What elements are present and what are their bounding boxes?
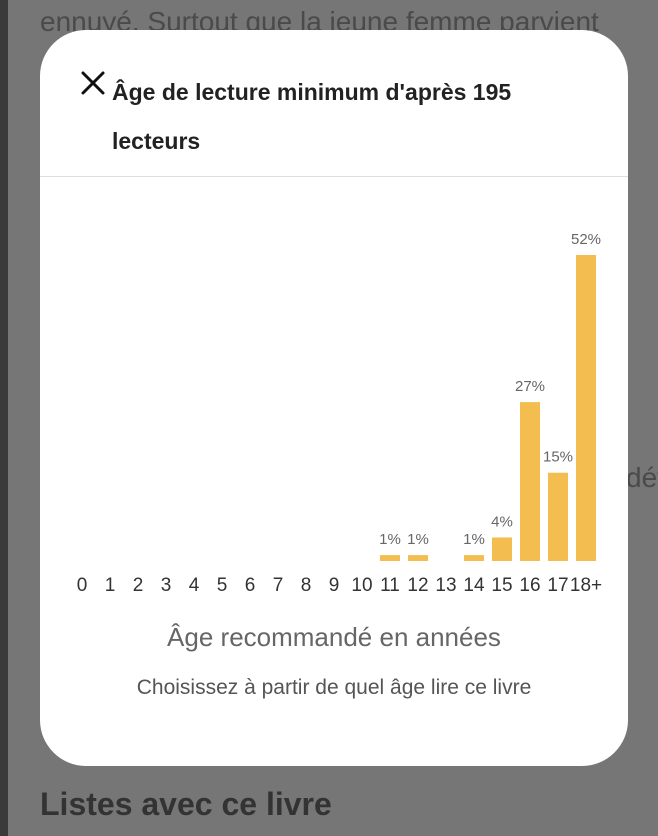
- header-divider: [40, 176, 628, 177]
- x-tick-label: 11: [380, 575, 400, 596]
- bar-age-14: [464, 555, 484, 561]
- bar-value-label: 1%: [407, 531, 429, 548]
- bar-value-label: 4%: [491, 513, 513, 530]
- bar-age-18plus: [576, 255, 596, 561]
- bar-age-11: [380, 555, 400, 561]
- background-section-heading: Listes avec ce livre: [40, 786, 332, 822]
- x-tick-label: 5: [217, 575, 228, 596]
- reading-age-modal: Âge de lecture minimum d'après 195 lecte…: [40, 30, 628, 766]
- x-axis-title: Âge recommandé en années: [167, 622, 501, 652]
- bar-value-label: 15%: [543, 449, 573, 466]
- bar-value-label: 1%: [379, 531, 401, 548]
- bar-value-label: 27%: [515, 378, 545, 395]
- close-icon: [81, 71, 105, 95]
- x-tick-label: 0: [77, 575, 88, 596]
- x-tick-label: 16: [519, 575, 540, 596]
- x-tick-label: 8: [301, 575, 312, 596]
- x-tick-label: 3: [161, 575, 172, 596]
- x-tick-label: 18+: [570, 575, 602, 596]
- x-tick-label: 9: [329, 575, 340, 596]
- x-tick-label: 17: [547, 575, 568, 596]
- x-tick-label: 15: [491, 575, 512, 596]
- x-tick-label: 14: [463, 575, 485, 596]
- x-tick-label: 4: [189, 575, 200, 596]
- close-button[interactable]: [78, 68, 108, 98]
- bar-age-12: [408, 555, 428, 561]
- modal-subtitle: Choisissez à partir de quel âge lire ce …: [136, 676, 532, 699]
- x-tick-label: 1: [105, 575, 116, 596]
- background-side-text: dét: [626, 462, 658, 493]
- x-tick-label: 6: [245, 575, 256, 596]
- bar-value-label: 1%: [463, 531, 485, 548]
- background-left-bar: [0, 0, 8, 836]
- x-tick-label: 13: [435, 575, 456, 596]
- x-tick-label: 7: [273, 575, 284, 596]
- x-tick-label: 12: [407, 575, 428, 596]
- modal-title: Âge de lecture minimum d'après 195 lecte…: [112, 79, 512, 154]
- x-tick-label: 2: [133, 575, 144, 596]
- bar-age-15: [492, 537, 512, 561]
- bar-value-label: 52%: [571, 231, 601, 248]
- bar-age-16: [520, 402, 540, 561]
- age-bar-chart: 0 1 2 3 4 5 6 7 8 9 10 111%121%13 141%154%1627%1715%…: [77, 231, 602, 596]
- x-tick-label: 10: [351, 575, 372, 596]
- bar-age-17: [548, 472, 568, 561]
